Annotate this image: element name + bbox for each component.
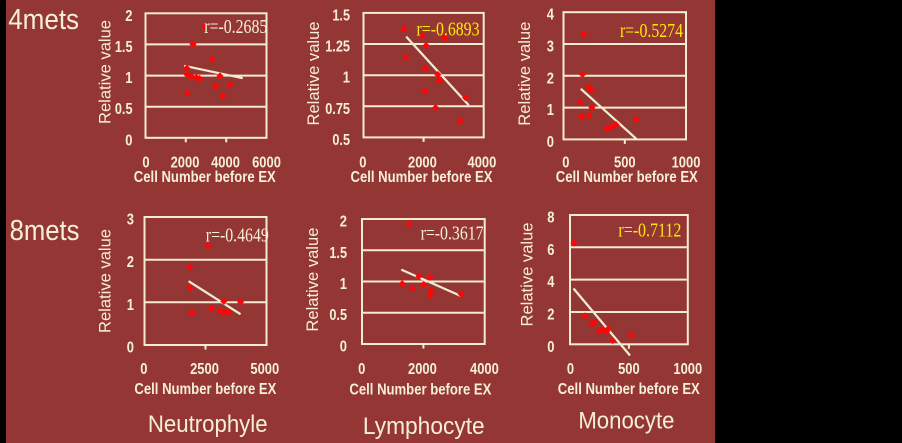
svg-text:8: 8 [547,210,554,227]
svg-text:0: 0 [547,339,554,356]
svg-text:1: 1 [547,102,554,119]
svg-text:Relative value: Relative value [304,22,323,126]
svg-text:0: 0 [358,361,365,378]
svg-text:6000: 6000 [252,155,281,172]
svg-text:Monocyte: Monocyte [578,408,674,435]
svg-text:0.5: 0.5 [329,307,347,324]
svg-text:4000: 4000 [470,361,499,378]
svg-text:5000: 5000 [250,361,279,378]
svg-text:r=-0.2685: r=-0.2685 [204,16,267,38]
svg-text:Cell Number before EX: Cell Number before EX [134,169,276,186]
svg-text:3: 3 [127,212,134,229]
svg-text:Relative value: Relative value [515,22,534,126]
svg-text:2: 2 [127,254,134,271]
svg-text:1: 1 [125,70,132,87]
svg-text:4000: 4000 [468,155,497,172]
svg-text:Cell Number before EX: Cell Number before EX [351,169,493,186]
svg-text:1: 1 [343,70,350,87]
svg-text:2: 2 [340,214,347,231]
svg-text:Relative value: Relative value [96,229,115,333]
svg-text:Cell Number before EX: Cell Number before EX [558,381,700,398]
svg-text:0: 0 [125,132,132,149]
svg-text:4: 4 [547,274,554,291]
svg-text:2: 2 [547,70,554,87]
svg-text:2000: 2000 [171,155,200,172]
svg-text:r=-0.4649: r=-0.4649 [206,224,269,246]
svg-text:0.75: 0.75 [325,101,350,118]
svg-text:2000: 2000 [408,155,437,172]
svg-text:1000: 1000 [672,155,701,172]
svg-text:Relative value: Relative value [96,20,115,124]
svg-text:r=-0.6893: r=-0.6893 [417,18,480,40]
svg-text:6: 6 [547,242,554,259]
svg-text:0: 0 [547,134,554,151]
svg-text:500: 500 [614,155,636,172]
svg-text:0: 0 [567,361,574,378]
svg-text:1000: 1000 [673,361,702,378]
svg-text:r=-0.7112: r=-0.7112 [618,220,681,242]
svg-text:0: 0 [359,155,366,172]
svg-text:Cell Number before EX: Cell Number before EX [134,381,276,398]
svg-text:2: 2 [547,307,554,324]
svg-text:Lymphocyte: Lymphocyte [363,413,485,440]
svg-text:r=-0.3617: r=-0.3617 [421,222,484,244]
svg-text:0: 0 [562,155,569,172]
svg-text:r=-0.5274: r=-0.5274 [620,20,683,42]
svg-text:1: 1 [340,276,347,293]
svg-text:2500: 2500 [190,361,219,378]
svg-text:2: 2 [125,8,132,25]
svg-text:1: 1 [127,297,134,314]
svg-text:0: 0 [140,361,147,378]
svg-text:1.5: 1.5 [115,39,133,56]
svg-text:4mets: 4mets [8,4,79,36]
svg-text:Relative value: Relative value [517,223,536,327]
svg-text:8mets: 8mets [10,215,80,247]
svg-text:1.25: 1.25 [325,39,350,56]
svg-text:4000: 4000 [211,155,240,172]
svg-text:1.5: 1.5 [332,7,350,24]
svg-text:Cell Number before EX: Cell Number before EX [349,382,491,399]
svg-text:1.5: 1.5 [329,245,347,262]
svg-text:0: 0 [127,340,134,357]
svg-text:0: 0 [142,155,149,172]
svg-text:Relative value: Relative value [303,228,322,332]
svg-text:2000: 2000 [408,361,437,378]
svg-text:Neutrophyle: Neutrophyle [148,411,268,438]
svg-text:0: 0 [340,339,347,356]
svg-text:3: 3 [547,39,554,56]
svg-text:4: 4 [547,7,554,24]
svg-text:0.5: 0.5 [115,101,133,118]
svg-text:500: 500 [618,361,640,378]
svg-text:Cell Number before EX: Cell Number before EX [556,169,698,186]
svg-text:0.5: 0.5 [332,132,350,149]
